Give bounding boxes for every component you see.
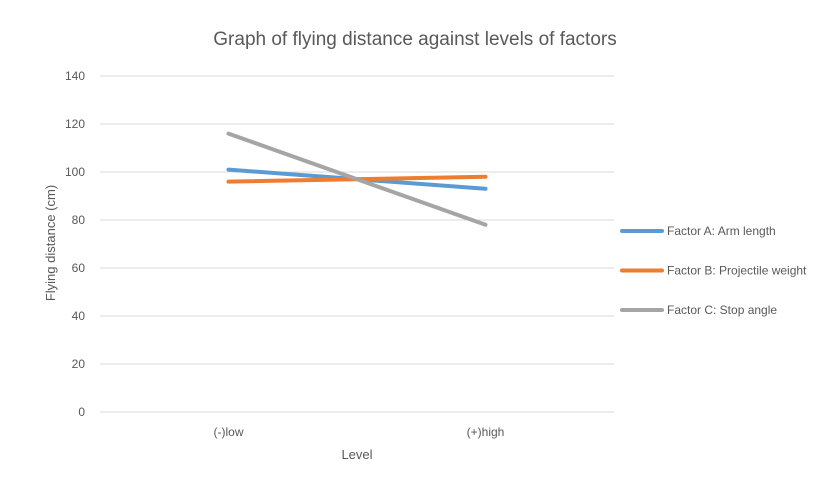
x-tick-label: (+)high (467, 425, 505, 439)
series-line (226, 131, 488, 227)
y-tick-label: 140 (65, 69, 85, 83)
y-tick-label: 60 (72, 261, 86, 275)
y-tick-label: 20 (72, 357, 86, 371)
chart-title: Graph of flying distance against levels … (213, 29, 616, 50)
legend-item: Factor C: Stop angle (620, 303, 777, 317)
y-tick-label: 120 (65, 117, 85, 131)
y-tick-label: 0 (78, 405, 85, 419)
y-axis-title: Flying distance (cm) (43, 185, 58, 301)
x-axis-title: Level (341, 447, 372, 462)
legend-item: Factor A: Arm length (620, 224, 776, 238)
x-axis-ticks: (-)low (+)high (214, 425, 505, 439)
legend-label: Factor C: Stop angle (667, 303, 777, 317)
x-tick-label: (-)low (214, 425, 244, 439)
y-tick-label: 40 (72, 309, 86, 323)
gridlines (100, 75, 614, 413)
legend-item: Factor B: Projectile weight (620, 264, 807, 278)
y-tick-label: 100 (65, 165, 85, 179)
series-lines (226, 131, 488, 227)
legend: Factor A: Arm length Factor B: Projectile… (620, 224, 807, 317)
legend-label: Factor B: Projectile weight (667, 264, 807, 278)
y-tick-label: 80 (72, 213, 86, 227)
legend-label: Factor A: Arm length (667, 224, 776, 238)
y-axis-ticks: 0 20 40 60 80 100 120 140 (65, 69, 85, 419)
